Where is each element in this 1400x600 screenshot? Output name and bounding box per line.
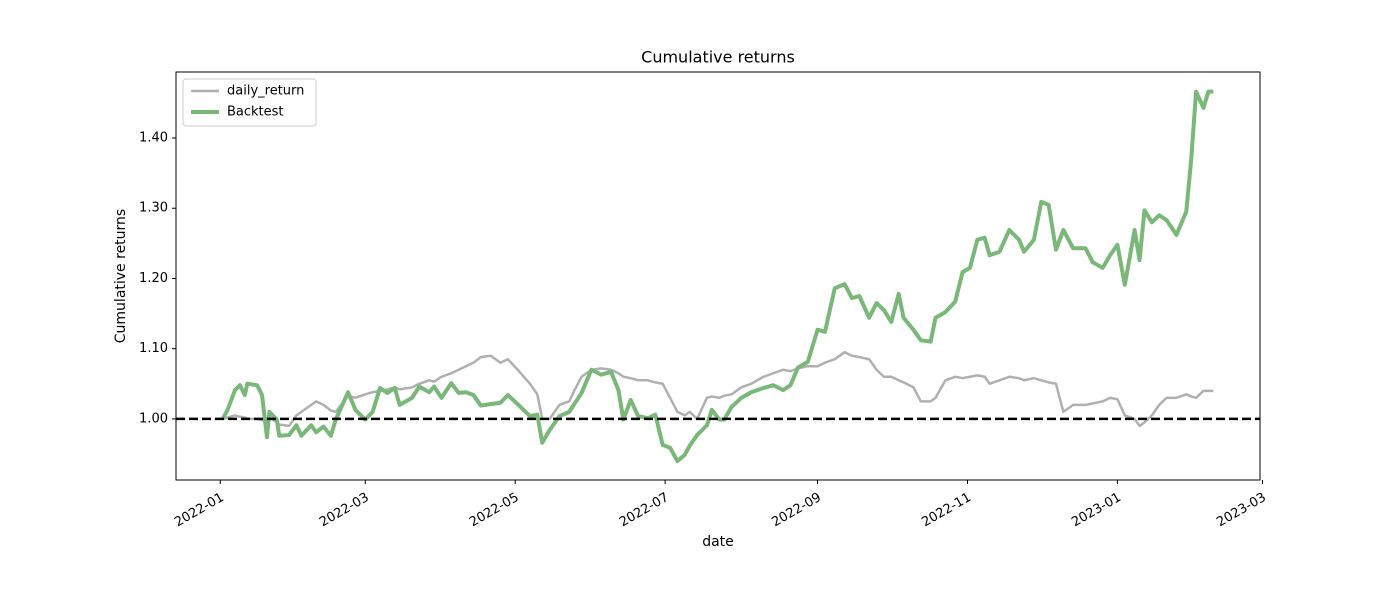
y-tick-label: 1.00 [139, 411, 168, 426]
y-axis-label: Cumulative returns [113, 209, 129, 343]
y-tick-label: 1.30 [139, 201, 168, 216]
x-axis-label: date [702, 534, 734, 550]
y-tick-label: 1.20 [139, 271, 168, 286]
chart-title: Cumulative returns [641, 48, 795, 67]
y-tick-label: 1.10 [139, 341, 168, 356]
legend-label: Backtest [227, 105, 284, 120]
data-line [220, 89, 1214, 464]
data-line [222, 350, 1214, 428]
plot-frame [175, 71, 1261, 481]
legend-label: daily_return [227, 84, 304, 99]
y-tick-label: 1.40 [139, 131, 168, 146]
